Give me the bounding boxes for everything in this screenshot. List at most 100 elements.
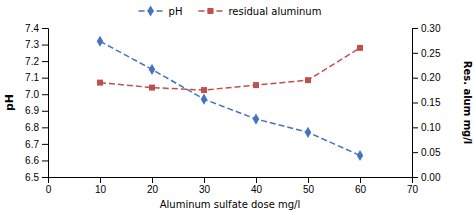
y-axis: 6.5 6.6 6.7 6.8 6.9 7.0 7.1 7.2 7.3 7.4	[25, 23, 48, 183]
tick: 60	[355, 177, 367, 195]
tick-label: 0.20	[421, 72, 441, 83]
marks	[97, 36, 363, 161]
series-marker	[253, 113, 259, 124]
x-axis-title: Aluminum sulfate dose mg/l	[160, 199, 301, 210]
series-marker	[97, 36, 103, 47]
axis-line	[42, 29, 49, 178]
tick-mark	[204, 177, 205, 183]
tick: 0.20	[412, 72, 441, 83]
tick-mark	[42, 160, 48, 161]
tick-mark	[42, 177, 48, 178]
tick: 70	[407, 177, 419, 195]
tick-mark	[152, 177, 153, 183]
tick-label: 0.15	[421, 97, 441, 108]
tick: 0.00	[412, 172, 441, 183]
tick-mark	[42, 28, 48, 29]
tick-label: 40	[251, 184, 263, 195]
legend-label: residual aluminum	[228, 6, 321, 17]
series-marker	[201, 94, 207, 105]
tick-label: 0.30	[421, 23, 441, 34]
tick: 40	[251, 177, 263, 195]
tick-mark	[412, 127, 418, 128]
tick-label: 70	[407, 184, 419, 195]
tick-label: 0	[46, 184, 52, 195]
tick: 7.3	[25, 39, 48, 50]
series-marker	[305, 77, 311, 83]
series-marker	[149, 64, 155, 75]
tick: 50	[303, 177, 315, 195]
series-marker	[201, 87, 207, 93]
tick: 6.8	[25, 122, 48, 133]
legend-item: pH	[139, 5, 183, 16]
tick: 30	[199, 177, 211, 195]
series-marker	[357, 150, 363, 161]
legend-marker	[147, 5, 153, 16]
tick: 6.6	[25, 155, 48, 166]
tick-label: 0.10	[421, 122, 441, 133]
series-marker	[305, 127, 311, 138]
legend-label: pH	[169, 6, 183, 17]
tick-label: 10	[95, 184, 107, 195]
tick-mark	[412, 28, 418, 29]
plot-area: 0 10 20 30 40 50 60 70 6.5 6.6 6.7 6.8 6.9 7.0 7.1 7.2 7…	[25, 23, 441, 195]
tick-mark	[42, 127, 48, 128]
tick-mark	[42, 61, 48, 62]
tick-label: 6.5	[25, 172, 39, 183]
tick: 7.2	[25, 56, 48, 67]
y-axis-title: pH	[3, 94, 16, 111]
series-marker	[149, 85, 155, 91]
tick-label: 0.00	[421, 172, 441, 183]
tick: 0.25	[412, 48, 441, 59]
tick-label: 30	[199, 184, 211, 195]
series-marker	[357, 45, 363, 51]
tick-label: 7.0	[25, 89, 39, 100]
tick-mark	[360, 177, 361, 183]
tick-label: 50	[303, 184, 315, 195]
series-marker	[97, 80, 103, 86]
tick: 0.30	[412, 23, 441, 34]
tick-mark	[412, 177, 418, 178]
tick-label: 7.3	[25, 39, 39, 50]
tick: 0.10	[412, 122, 441, 133]
series-line	[100, 48, 360, 90]
tick: 7.4	[25, 23, 48, 34]
tick: 0	[46, 177, 52, 195]
y2-axis-title: Res. alum mg/l	[462, 61, 473, 145]
tick-label: 7.2	[25, 56, 39, 67]
tick-label: 0.05	[421, 147, 441, 158]
tick-label: 7.4	[25, 23, 39, 34]
tick-label: 6.8	[25, 122, 39, 133]
chart: 0 10 20 30 40 50 60 70 6.5 6.6 6.7 6.8 6.9 7.0 7.1 7.2 7…	[0, 0, 474, 213]
tick-mark	[256, 177, 257, 183]
tick-label: 6.9	[25, 105, 39, 116]
tick-label: 20	[147, 184, 159, 195]
legend-marker	[207, 8, 213, 14]
tick-mark	[42, 78, 48, 79]
axis-line	[49, 178, 413, 184]
tick: 6.9	[25, 105, 48, 116]
tick-mark	[412, 103, 418, 104]
tick-mark	[42, 144, 48, 145]
tick-mark	[42, 45, 48, 46]
legend: pH residual aluminum	[139, 5, 322, 16]
tick: 7.1	[25, 72, 48, 83]
x-axis: 0 10 20 30 40 50 60 70	[46, 177, 419, 195]
tick: 0.05	[412, 147, 441, 158]
tick-mark	[100, 177, 101, 183]
tick-label: 6.7	[25, 139, 39, 150]
tick: 7.0	[25, 89, 48, 100]
tick-mark	[42, 111, 48, 112]
tick-label: 7.1	[25, 72, 39, 83]
tick: 6.5	[25, 172, 48, 183]
tick-label: 0.25	[421, 48, 441, 59]
tick-mark	[412, 53, 418, 54]
tick: 10	[95, 177, 107, 195]
legend-item: residual aluminum	[198, 6, 321, 17]
tick-label: 60	[355, 184, 367, 195]
series-marker	[253, 82, 259, 88]
y2-axis: 0.00 0.05 0.10 0.15 0.20 0.25 0.30	[412, 23, 441, 183]
tick-mark	[308, 177, 309, 183]
tick: 0.15	[412, 97, 441, 108]
tick-mark	[412, 78, 418, 79]
axis-line	[413, 29, 419, 178]
